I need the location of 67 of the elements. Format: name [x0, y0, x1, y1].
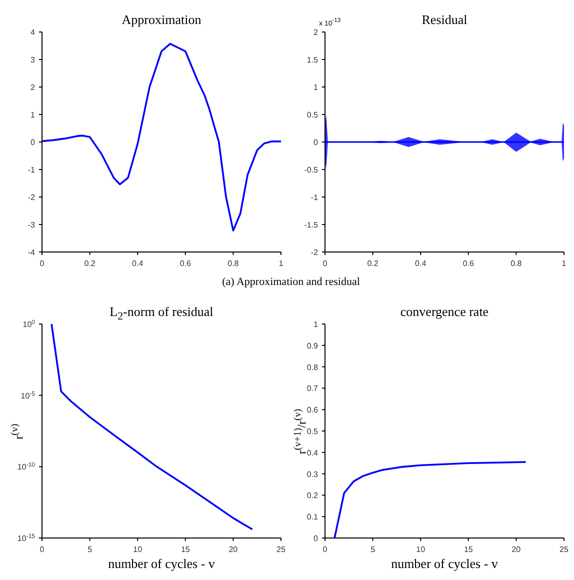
y-tick-label: -1.5 — [304, 220, 319, 230]
y-tick-label: 0 — [314, 534, 319, 543]
x-tick-label: 25 — [276, 545, 286, 554]
line-series — [42, 42, 281, 232]
x-tick-label: 15 — [464, 545, 474, 554]
x-tick-label: 1 — [562, 259, 567, 268]
y-tick-label: 1 — [314, 83, 319, 92]
y-tick-label: 10$^{-5}$ — [20, 390, 36, 400]
chart-title: L$_{2}$-norm of residual — [108, 304, 214, 323]
line-series — [50, 324, 254, 530]
y-tick-label: 0.9 — [306, 341, 319, 350]
x-axis-title: number of cycles - v — [107, 556, 216, 572]
x-tick-label: 5 — [88, 545, 93, 554]
y-tick-label: 3 — [30, 56, 36, 64]
y-tick-label: 0.6 — [306, 406, 319, 415]
x-tick-label: 0.8 — [228, 259, 240, 268]
x-tick-label: 0.2 — [367, 259, 379, 268]
y-tick-label: 10$^{-15}$ — [17, 533, 36, 543]
x-tick-label: 1 — [278, 259, 284, 268]
y-tick-label: -2 — [310, 248, 319, 257]
y-tick-label: -1 — [28, 166, 36, 174]
y-tick-label: 0 — [30, 138, 36, 147]
x-tick-label: 0.8 — [510, 259, 522, 268]
x-tick-label: 0.4 — [415, 259, 427, 268]
y-tick-label: 0.4 — [306, 448, 319, 458]
x-tick-label: 0.2 — [84, 259, 96, 268]
chart-title: convergence rate — [399, 304, 490, 320]
y-tick-label: 0.5 — [306, 110, 319, 120]
y-tick-label: 0.5 — [306, 427, 319, 436]
y-tick-label: 0.1 — [306, 512, 319, 522]
x-tick-label: 20 — [512, 545, 522, 554]
chart-title: Approximation — [120, 12, 202, 28]
x-tick-label: 15 — [180, 545, 190, 554]
y-tick-label: 0.8 — [306, 362, 319, 372]
y-tick-label: 1 — [30, 110, 36, 120]
text: (a) Approximation and residual — [221, 275, 361, 290]
line-series — [334, 461, 527, 538]
x-tick-label: 5 — [370, 545, 376, 554]
x-tick-label: 0 — [322, 545, 328, 554]
y-tick-label: 0 — [314, 138, 319, 147]
y-tick-label: 1.5 — [306, 56, 319, 64]
x-tick-label: 10 — [416, 545, 426, 554]
x-tick-label: 0 — [40, 259, 45, 268]
x-tick-label: 0.4 — [132, 259, 144, 268]
x-tick-label: 25 — [560, 545, 569, 554]
y-tick-label: 10$^{0}$ — [22, 319, 36, 329]
x-axis-title: number of cycles - v — [390, 556, 499, 572]
chart-title: Residual — [422, 12, 468, 27]
y-tick-label: 0.2 — [306, 491, 319, 500]
x-tick-label: 0 — [322, 259, 328, 268]
y-tick-label: 2 — [30, 83, 36, 92]
y-tick-label: -1 — [310, 193, 319, 202]
y-tick-label: 4 — [30, 28, 36, 37]
y-tick-label: 0.7 — [306, 384, 319, 394]
x-tick-label: 0 — [40, 545, 45, 554]
x-tick-label: 0.6 — [462, 259, 475, 268]
y-tick-label: 2 — [314, 28, 319, 37]
y-tick-label: -0.5 — [304, 166, 319, 174]
x-tick-label: 20 — [228, 545, 238, 554]
x-tick-label: 10 — [133, 545, 143, 554]
y-tick-label: -2 — [28, 193, 36, 202]
y-tick-label: 10$^{-10}$ — [17, 462, 36, 472]
y-tick-label: -4 — [28, 248, 36, 257]
y-tick-label: 1 — [314, 320, 319, 329]
y-tick-label: -3 — [28, 220, 36, 230]
y-tick-label: 0.3 — [306, 470, 319, 479]
x-tick-label: 0.6 — [180, 259, 192, 268]
